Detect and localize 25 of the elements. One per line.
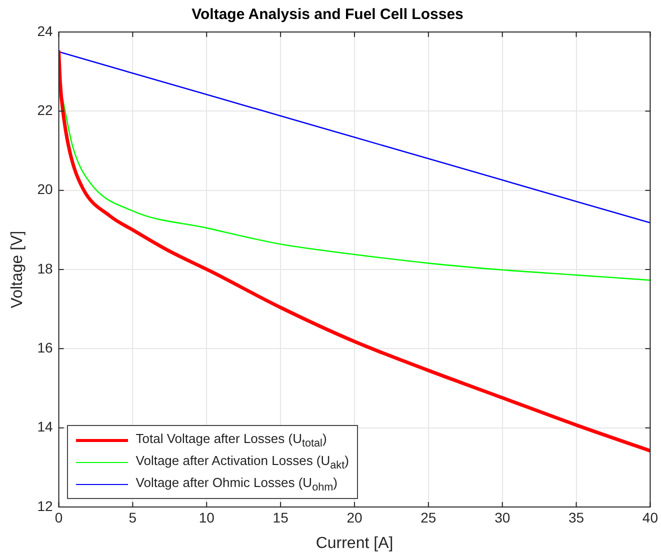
y-axis-title: Voltage [V] (9, 230, 26, 308)
x-axis-title: Current [A] (316, 534, 394, 552)
y-tick-label: 24 (37, 22, 53, 39)
y-tick-label: 18 (37, 260, 53, 276)
line-series (58, 51, 650, 224)
x-tick-label: 10 (198, 509, 215, 526)
x-tick-label: 20 (346, 509, 362, 526)
legend-label: Total Voltage after Losses (U$_{total}$) (136, 430, 327, 450)
y-tick-label: 12 (37, 498, 53, 514)
y-tick-label: 20 (37, 181, 53, 198)
x-tick-label: 5 (128, 509, 137, 526)
y-tick-label: 16 (37, 340, 53, 356)
y-tick-label: 14 (37, 418, 53, 435)
x-tick-label: 40 (642, 509, 658, 526)
x-tick-label: 30 (494, 509, 510, 526)
x-tick-label: 25 (420, 509, 436, 526)
line-series (58, 50, 650, 453)
legend-label: Voltage after Activation Losses (U$_{akt}$) (136, 452, 349, 472)
line-series (62, 98, 650, 281)
x-tick-label: 0 (54, 509, 63, 526)
chart-title: Voltage Analysis and Fuel Cell Losses (192, 6, 464, 24)
x-tick-label: 35 (568, 509, 584, 526)
y-tick-label: 22 (37, 102, 53, 118)
legend-label: Voltage after Ohmic Losses (U$_{ohm}$) (136, 474, 338, 494)
x-tick-label: 15 (272, 509, 289, 526)
